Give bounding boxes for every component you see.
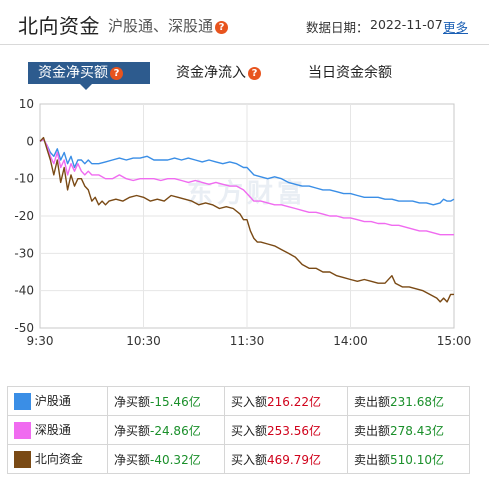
net-value: -40.32亿	[150, 452, 201, 467]
tab-net-buy[interactable]: 资金净买额?	[28, 62, 150, 90]
net-label: 净买额	[114, 423, 151, 438]
series-name: 沪股通	[34, 394, 71, 408]
buy-value: 216.22亿	[267, 394, 322, 409]
y-tick-label: 10	[19, 97, 34, 111]
legend-row: 沪股通 净买额-15.46亿 买入额216.22亿 卖出额231.68亿	[7, 386, 470, 416]
buy-value: 469.79亿	[267, 452, 322, 467]
date-value: 2022-11-07	[370, 17, 443, 32]
y-tick-label: -10	[14, 172, 34, 186]
legend-series-cell: 沪股通	[7, 386, 108, 416]
help-icon[interactable]: ?	[248, 67, 261, 80]
subtitle-text: 沪股通、深股通	[108, 17, 214, 35]
line-chart[interactable]: 10 0 -10 -20 -30 -40 -50 9:30 10:30 11:30 14:00 15:…	[0, 92, 489, 362]
y-tick-label: -40	[14, 284, 34, 298]
sell-label: 卖出额	[354, 423, 391, 438]
legend-row: 北向资金 净买额-40.32亿 买入额469.79亿 卖出额510.10亿	[7, 444, 470, 474]
net-cell: 净买额-15.46亿	[107, 386, 225, 416]
tab-bar: 资金净买额? 资金净流入? 当日资金余额	[0, 58, 489, 90]
tab-label: 当日资金余额	[308, 65, 392, 81]
sell-label: 卖出额	[354, 394, 391, 409]
sell-cell: 卖出额278.43亿	[347, 415, 470, 445]
net-value: -24.86亿	[150, 423, 201, 438]
header-divider	[0, 44, 489, 45]
sell-cell: 卖出额231.68亿	[347, 386, 470, 416]
legend-series-cell: 北向资金	[7, 444, 108, 474]
chart-svg: 10 0 -10 -20 -30 -40 -509:30 10:30 11:30 14:00 15:…	[14, 97, 472, 348]
series-swatch	[14, 393, 31, 410]
sell-value: 231.68亿	[390, 394, 445, 409]
legend-row: 深股通 净买额-24.86亿 买入额253.56亿 卖出额278.43亿	[7, 415, 470, 445]
buy-label: 买入额	[231, 452, 268, 467]
page-subtitle: 沪股通、深股通?	[108, 15, 229, 36]
x-tick-label: 11:30	[230, 334, 265, 348]
page-header: 北向资金 沪股通、深股通? 数据日期： 2022-11-07 更多	[0, 0, 489, 44]
sell-label: 卖出额	[354, 452, 391, 467]
y-tick-label: 0	[26, 134, 34, 148]
help-icon[interactable]: ?	[110, 67, 123, 80]
buy-cell: 买入额469.79亿	[224, 444, 348, 474]
series-line	[39, 138, 455, 206]
x-tick-label: 9:30	[27, 334, 54, 348]
date-label: 数据日期：	[306, 20, 369, 35]
series-name: 北向资金	[34, 452, 83, 466]
series-swatch	[14, 422, 31, 439]
net-cell: 净买额-40.32亿	[107, 444, 225, 474]
more-link[interactable]: 更多	[443, 20, 469, 35]
tab-net-inflow[interactable]: 资金净流入?	[176, 62, 261, 84]
buy-label: 买入额	[231, 423, 268, 438]
help-icon[interactable]: ?	[215, 21, 229, 34]
net-label: 净买额	[114, 452, 151, 467]
series-line	[39, 138, 454, 236]
legend-series-cell: 深股通	[7, 415, 108, 445]
buy-value: 253.56亿	[267, 423, 322, 438]
x-tick-label: 15:00	[437, 334, 472, 348]
series-line	[39, 136, 454, 303]
sell-value: 510.10亿	[390, 452, 445, 467]
series-swatch	[14, 451, 31, 468]
net-label: 净买额	[114, 394, 151, 409]
legend-table: 沪股通 净买额-15.46亿 买入额216.22亿 卖出额231.68亿 深股通…	[7, 386, 470, 474]
x-tick-label: 10:30	[126, 334, 161, 348]
sell-value: 278.43亿	[390, 423, 445, 438]
net-value: -15.46亿	[150, 394, 201, 409]
x-tick-label: 14:00	[333, 334, 368, 348]
tab-label: 资金净买额	[38, 65, 108, 81]
net-cell: 净买额-24.86亿	[107, 415, 225, 445]
buy-cell: 买入额253.56亿	[224, 415, 348, 445]
tab-label: 资金净流入	[176, 65, 246, 81]
y-tick-label: -30	[14, 246, 34, 260]
sell-cell: 卖出额510.10亿	[347, 444, 470, 474]
buy-cell: 买入额216.22亿	[224, 386, 348, 416]
y-tick-label: -50	[14, 321, 34, 335]
buy-label: 买入额	[231, 394, 268, 409]
series-name: 深股通	[34, 423, 71, 437]
page-title: 北向资金	[18, 14, 100, 38]
y-tick-label: -20	[14, 209, 34, 223]
tab-daily-balance[interactable]: 当日资金余额	[308, 62, 392, 84]
